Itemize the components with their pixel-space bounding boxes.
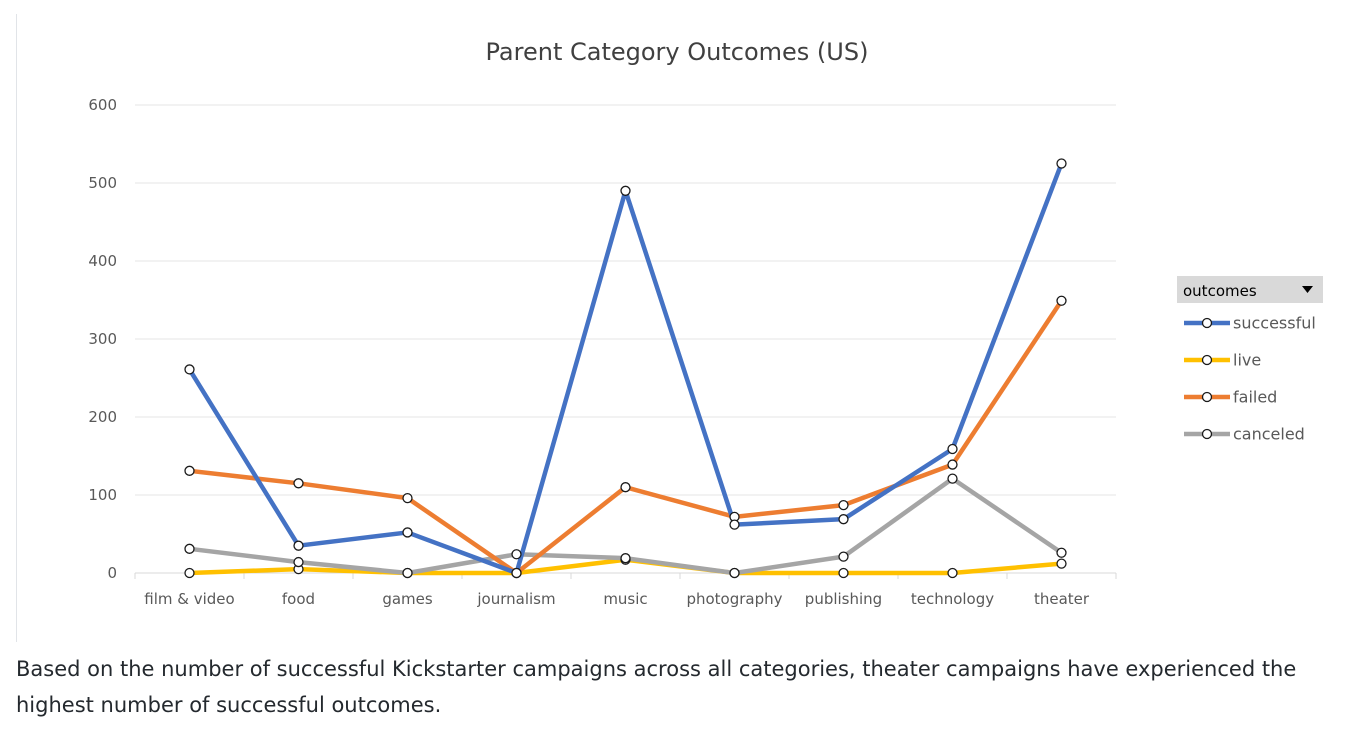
data-point-failed [293,478,304,489]
x-tick-label: technology [911,590,994,608]
legend-label: failed [1233,388,1277,407]
legend-marker [1201,428,1213,440]
legend-marker [1201,391,1213,403]
content-left-border [16,14,17,642]
series-lines [187,161,1064,576]
data-point-canceled [838,551,849,562]
y-tick-label: 100 [88,486,117,504]
legend-header-label: outcomes [1183,282,1257,300]
data-point-live [947,567,958,579]
y-tick-label: 600 [88,96,117,114]
y-tick-label: 400 [88,252,117,270]
chart-title: Parent Category Outcomes (US) [486,38,869,66]
series-line-successful [187,161,1064,576]
legend-label: live [1233,351,1261,370]
data-point-live [838,567,849,579]
x-tick-label: publishing [805,590,882,608]
data-point-live [1056,558,1067,569]
legend: outcomes successful live failed canceled [1177,276,1323,444]
data-point-failed [838,499,849,511]
triangle-down-icon[interactable] [1302,286,1313,293]
data-point-live [184,567,195,579]
data-point-canceled [184,543,195,554]
line-chart: Parent Category Outcomes (US) 0 100 200 300… [88,38,1323,608]
series-markers [184,158,1067,579]
legend-marker [1201,317,1213,329]
data-point-failed [1056,295,1067,306]
legend-item-canceled: canceled [1184,425,1305,444]
data-point-successful [293,540,304,551]
x-tick-label: film & video [144,590,234,608]
data-point-failed [184,465,195,476]
x-axis-ticks: film & video food games journalism music phot… [134,573,1117,608]
data-point-canceled [729,567,740,579]
data-point-successful [838,514,849,525]
x-tick-label: theater [1034,590,1090,608]
data-point-failed [947,459,958,470]
y-tick-label: 200 [88,408,117,426]
data-point-successful [184,364,195,375]
data-point-successful [620,185,631,196]
data-point-canceled [402,567,413,579]
y-tick-label: 0 [107,564,117,582]
gridlines [135,104,1116,574]
x-tick-label: music [603,590,647,608]
data-point-successful [511,567,522,579]
caption-text: Based on the number of successful Kickst… [16,657,1297,717]
series-line-failed [187,298,1064,576]
legend-marker [1201,354,1213,366]
data-point-failed [620,482,631,493]
data-point-successful [402,527,413,538]
data-point-canceled [1056,547,1067,558]
x-tick-label: games [382,590,433,608]
legend-label: successful [1233,314,1316,333]
data-point-successful [1056,158,1067,169]
legend-item-successful: successful [1184,314,1316,333]
data-point-canceled [947,473,958,484]
legend-item-failed: failed [1184,388,1277,407]
data-point-canceled [620,553,631,564]
data-point-canceled [511,549,522,560]
data-point-successful [729,519,740,530]
y-axis-ticks: 0 100 200 300 400 500 600 [88,96,117,582]
y-tick-label: 500 [88,174,117,192]
data-point-failed [402,492,413,504]
x-tick-label: food [282,590,315,608]
x-tick-label: journalism [476,590,555,608]
x-tick-label: photography [686,590,782,608]
legend-item-live: live [1184,351,1261,370]
legend-label: canceled [1233,425,1305,444]
data-point-successful [947,443,958,455]
y-tick-label: 300 [88,330,117,348]
data-point-canceled [293,556,304,568]
legend-filter-header[interactable] [1177,276,1323,303]
